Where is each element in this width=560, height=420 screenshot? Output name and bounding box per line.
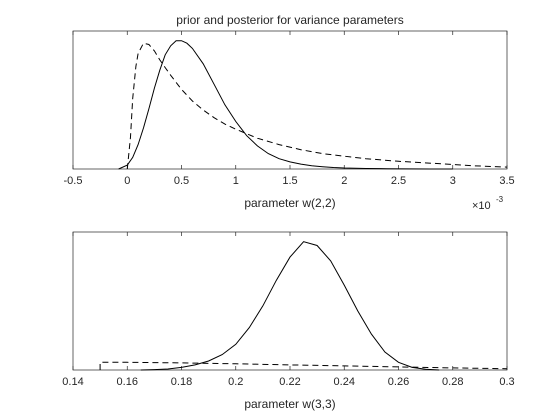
x-tick-label-bottom: 0.26 [388,376,409,388]
x-axis-exponent: ×10 -3 [472,195,504,212]
x-tick-label-bottom: 0.18 [171,376,192,388]
x-tick-label-bottom: 0.24 [334,376,355,388]
x-tick-label-top: 2 [341,175,347,187]
plot-area-bottom [99,241,508,371]
x-axis-label-bottom: parameter w(3,3) [244,397,335,411]
x-tick-label-top: 1.5 [282,175,297,187]
axes-bottom-frame [72,231,508,371]
x-tick-label-bottom: 0.2 [228,376,243,388]
x-tick-label-bottom: 0.28 [442,376,463,388]
x-tick-label-bottom: 0.16 [117,376,138,388]
x-tick-label-top: 2.5 [391,175,406,187]
x-tick-label-top: -0.5 [64,175,83,187]
x-tick-label-top: 0 [124,175,130,187]
prior-curve-top [126,42,508,170]
plot-area-top [118,40,508,170]
axes-top: prior and posterior for variance paramet… [64,13,515,212]
x-tick-label-top: 3 [450,175,456,187]
axes-bottom: 0.14 0.16 0.18 0.2 0.22 0.24 0.26 0.28 0.3 param… [62,231,515,411]
x-tick-label-bottom: 0.14 [62,376,83,388]
x-tick-label-top: 0.5 [174,175,189,187]
x-tick-label-top: 3.5 [499,175,514,187]
posterior-curve-top [118,40,453,170]
x-axis-label-top: parameter w(2,2) [244,196,335,210]
x-tick-label-bottom: 0.3 [499,376,514,388]
x-tick-label-bottom: 0.22 [279,376,300,388]
posterior-curve-bottom [140,241,440,371]
x-tick-label-top: 1 [233,175,239,187]
prior-curve-bottom [99,361,508,370]
x-axis-top: -0.5 0 0.5 1 1.5 2 2.5 3 3.5 [64,31,515,187]
axes-top-frame [72,30,508,170]
x-axis-multiplier: ×10 [472,200,491,212]
chart-title: prior and posterior for variance paramet… [176,13,403,27]
x-axis-bottom: 0.14 0.16 0.18 0.2 0.22 0.24 0.26 0.28 0.3 [62,232,515,388]
x-axis-exponent-power: -3 [496,195,504,204]
